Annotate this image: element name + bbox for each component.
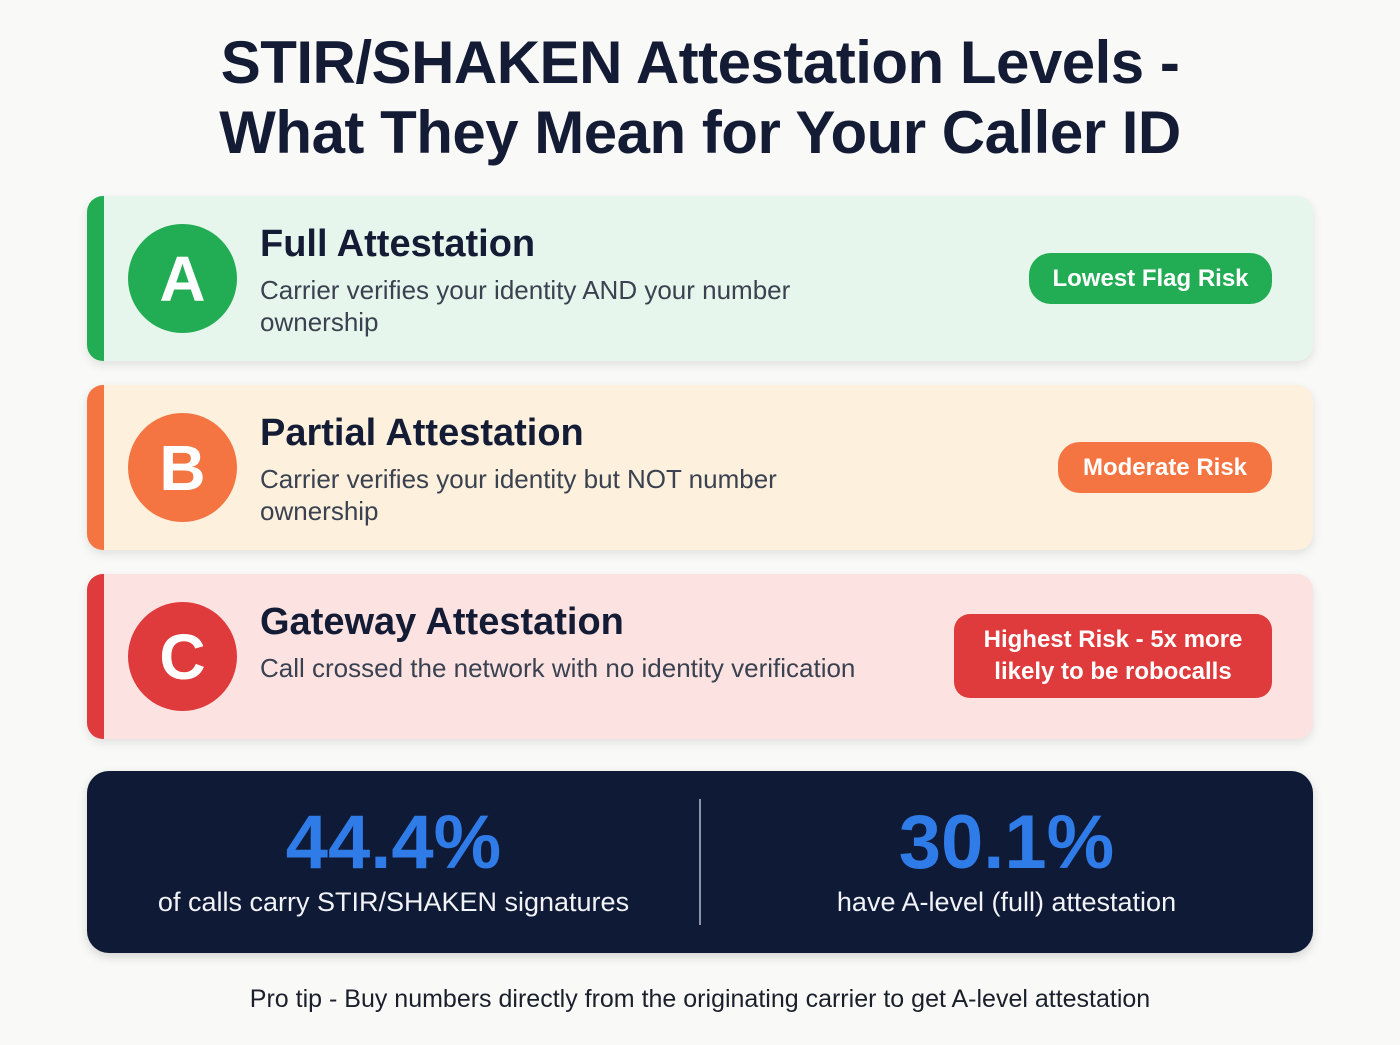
- page-title: STIR/SHAKEN Attestation Levels - What Th…: [0, 28, 1400, 168]
- card-title: Full Attestation: [260, 223, 536, 265]
- card-description: Carrier verifies your identity AND your …: [260, 275, 791, 337]
- attestation-card-b: B Partial Attestation Carrier verifies y…: [87, 385, 1313, 550]
- attestation-card-a: A Full Attestation Carrier verifies your…: [87, 196, 1313, 361]
- level-b-icon: B: [128, 413, 237, 522]
- accent-bar: [87, 385, 104, 550]
- card-title: Gateway Attestation: [260, 601, 624, 643]
- risk-badge: Highest Risk - 5x more likely to be robo…: [954, 614, 1272, 698]
- stat-value: 44.4%: [285, 800, 502, 885]
- stat-label: of calls carry STIR/SHAKEN signatures: [157, 887, 630, 917]
- level-c-icon: C: [128, 602, 237, 711]
- stats-divider: [699, 799, 701, 925]
- title-line-2: What They Mean for Your Caller ID: [219, 99, 1181, 166]
- pro-tip: Pro tip - Buy numbers directly from the …: [249, 985, 1151, 1013]
- attestation-card-c: C Gateway Attestation Call crossed the n…: [87, 574, 1313, 739]
- stat-label: have A-level (full) attestation: [836, 887, 1177, 917]
- accent-bar: [87, 574, 104, 739]
- stats-panel: 44.4% of calls carry STIR/SHAKEN signatu…: [87, 771, 1313, 953]
- stat-a-level: 30.1% have A-level (full) attestation: [700, 771, 1313, 953]
- title-line-1: STIR/SHAKEN Attestation Levels -: [220, 29, 1180, 96]
- card-title: Partial Attestation: [260, 412, 584, 454]
- risk-badge: Moderate Risk: [1058, 442, 1272, 493]
- level-a-icon: A: [128, 224, 237, 333]
- risk-badge: Lowest Flag Risk: [1029, 253, 1272, 304]
- card-description: Call crossed the network with no identit…: [260, 653, 856, 683]
- stat-value: 30.1%: [898, 800, 1115, 885]
- accent-bar: [87, 196, 104, 361]
- card-description: Carrier verifies your identity but NOT n…: [260, 464, 777, 526]
- stat-signed-calls: 44.4% of calls carry STIR/SHAKEN signatu…: [87, 771, 700, 953]
